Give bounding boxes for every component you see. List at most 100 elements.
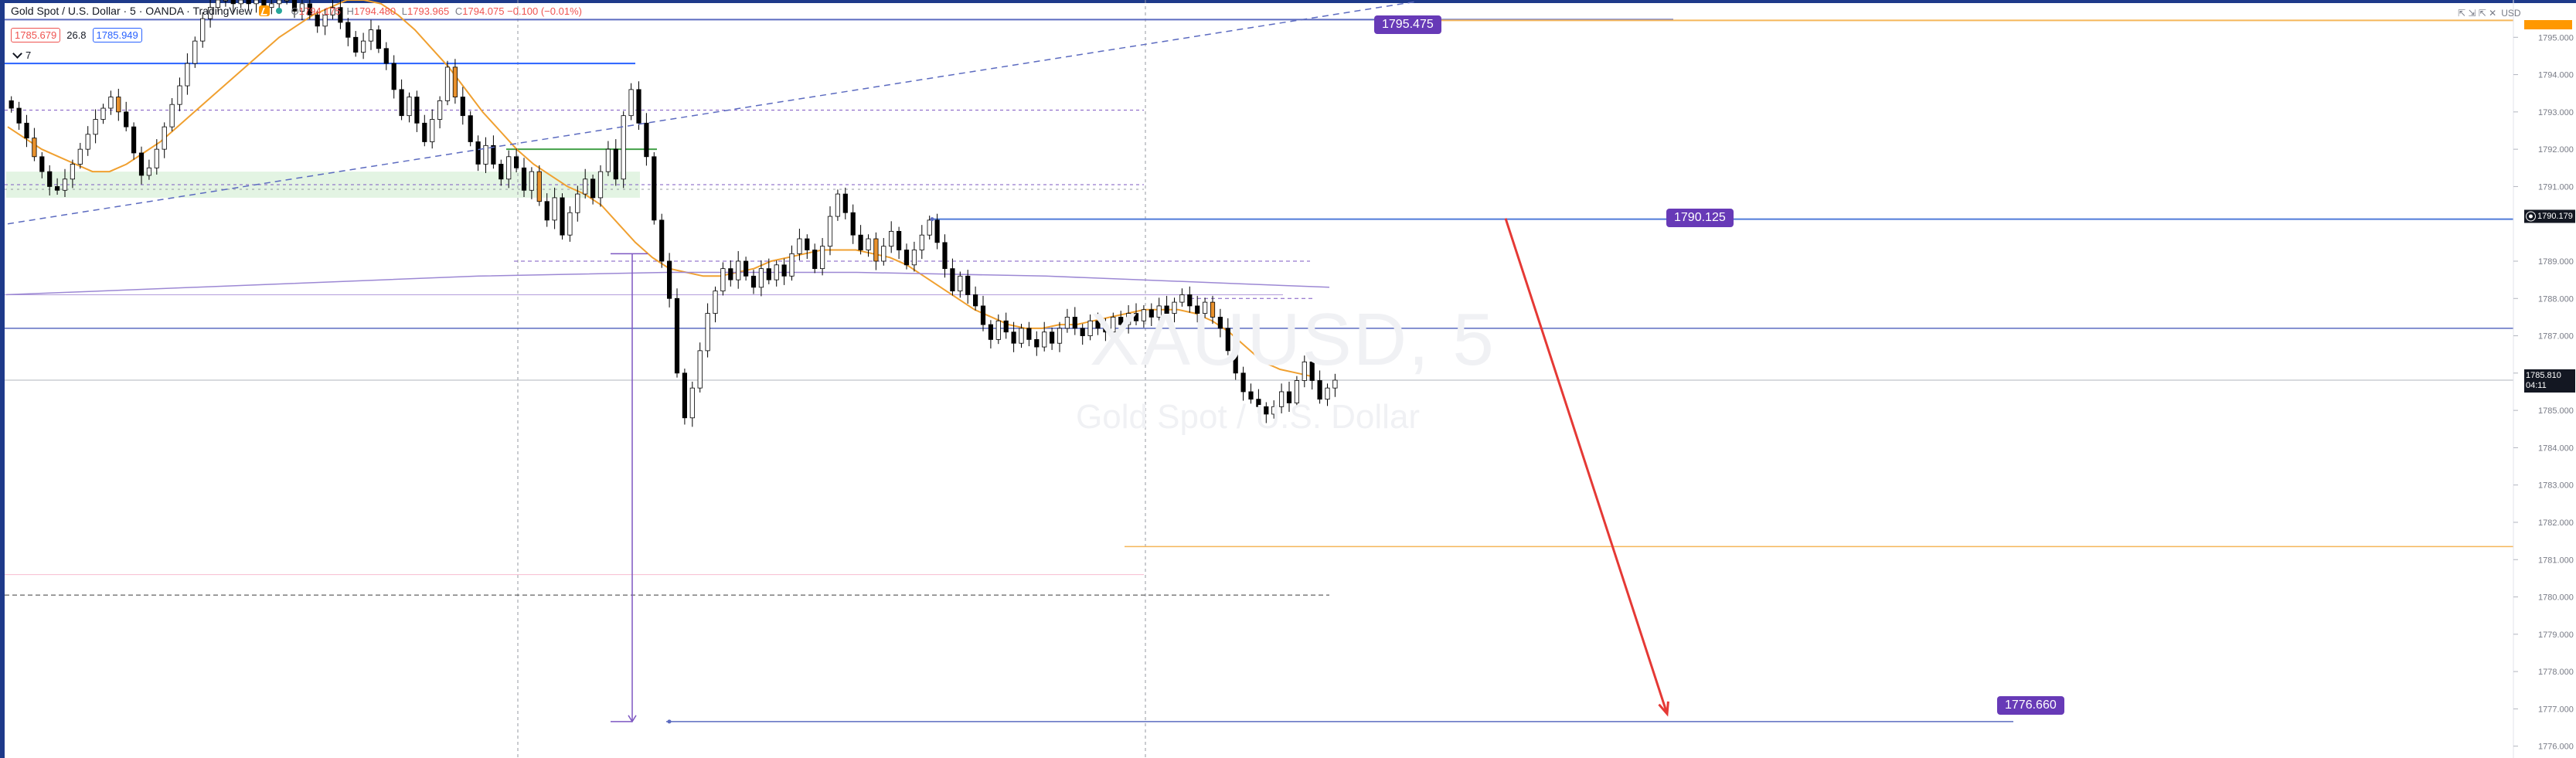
candle [911,241,917,272]
indicator-count: 7 [26,49,32,61]
mid-level-badge[interactable]: 1790.125 [1666,209,1734,227]
candle-body [919,234,924,250]
candle-body [842,193,848,213]
axis-tick-label: 1780.000 [2538,593,2574,603]
high-value: 1794.480 [353,5,396,17]
candle [919,225,924,260]
candle-body [1240,372,1246,393]
candle [1050,327,1055,350]
candle-body [154,148,159,168]
candle [177,77,182,111]
measure-arrow [628,715,637,723]
candle [659,213,665,268]
candle-body [1172,301,1177,314]
candle [766,258,771,284]
candle [950,258,955,296]
candle [246,0,251,11]
buy-button[interactable]: 1785.949 [92,28,142,42]
candle [430,109,435,149]
candle [475,135,481,172]
candle [1195,295,1200,323]
alert-icon[interactable] [258,5,270,16]
candle [973,286,978,311]
candle-body [345,22,351,38]
candle-body [1034,338,1040,348]
candle-body [1072,317,1077,329]
candle-body [330,7,335,15]
arrow-head [1658,701,1669,717]
candle-body [39,156,45,172]
candle [70,159,75,189]
candle [1103,318,1108,342]
marker-price-tag[interactable]: 1790.179 [2524,209,2575,223]
candle-body [322,14,328,27]
target-level-badge[interactable]: 1776.660 [1997,696,2064,715]
candle-body [1103,328,1108,333]
candle [934,213,940,250]
candle-body [942,242,948,270]
candle [827,206,833,256]
price-axis[interactable]: 1795.000 1794.000 1793.000 1792.000 1791.000… [2513,33,2574,752]
candle [1111,312,1116,337]
candle [230,0,236,13]
candle [1034,331,1040,356]
candle-body [391,63,396,90]
candle-body [873,238,879,262]
candle [1294,376,1299,408]
candle [399,79,404,121]
bid-ask-panel: 1785.679 26.8 1785.949 [11,28,142,42]
candle [1302,355,1307,388]
candle [124,101,129,131]
candle-body [1050,331,1055,344]
candle [1256,389,1261,413]
candle-body [77,148,83,165]
axis-tick-label: 1781.000 [2538,556,2574,565]
candle [460,87,465,125]
candle-body [47,171,53,187]
close-value: 1794.075 [462,5,505,17]
candle [506,150,512,189]
chevron-down-icon [12,48,22,59]
candle [24,114,29,148]
candle [207,0,213,28]
candle [116,88,121,121]
candle-body [567,212,573,236]
candle-body [590,178,596,199]
candle [644,113,649,166]
symbol-title[interactable]: Gold Spot / U.S. Dollar · 5 · OANDA · Tr… [11,5,253,17]
currency-label: USD [2501,8,2521,19]
candle [238,0,243,8]
indicators-collapse-toggle[interactable]: 7 [11,48,35,61]
candle [903,243,910,270]
candle-body [812,250,818,270]
candle [299,0,305,21]
candle [812,243,818,274]
candle [1279,383,1285,413]
watermark-symbol: XAUUSD, 5 [1090,298,1496,381]
candle-body [988,324,993,340]
candle [192,36,198,68]
candle-body [575,193,580,213]
candle-body [291,0,298,12]
candle [621,110,626,189]
sell-button[interactable]: 1785.679 [11,28,61,42]
candle [720,262,726,296]
candle [1126,304,1131,334]
candle [805,234,810,260]
candle [131,122,137,160]
candle-body [1064,317,1070,329]
candle-body [62,178,68,191]
candle-body [903,250,910,266]
candle [154,139,159,175]
top-border [0,0,2576,3]
candle-body [1332,379,1338,389]
candle [942,234,948,278]
candle [138,146,145,185]
candle-body [1279,391,1285,407]
upper-level-badge[interactable]: 1795.475 [1374,15,1441,34]
candle [146,159,151,180]
window-control-icons[interactable]: ⇱ ⇲ ⇱ ✕ [2458,8,2497,19]
candle-body [1225,328,1230,352]
candle-body [444,66,451,101]
